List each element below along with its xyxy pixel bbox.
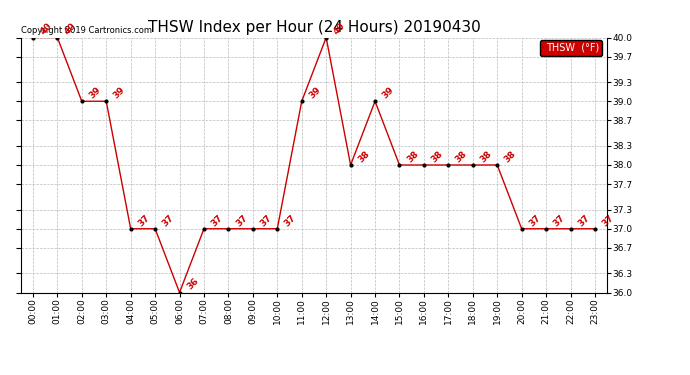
Text: 38: 38	[356, 149, 371, 164]
Text: 37: 37	[600, 213, 616, 228]
Text: 39: 39	[381, 85, 396, 100]
Text: 37: 37	[552, 213, 567, 228]
Text: 39: 39	[112, 85, 127, 100]
Text: 40: 40	[39, 21, 54, 37]
Text: 37: 37	[234, 213, 249, 228]
Text: 37: 37	[210, 213, 225, 228]
Text: 37: 37	[136, 213, 152, 228]
Text: 38: 38	[405, 149, 420, 164]
Text: 36: 36	[185, 276, 200, 292]
Text: 37: 37	[527, 213, 542, 228]
Title: THSW Index per Hour (24 Hours) 20190430: THSW Index per Hour (24 Hours) 20190430	[148, 20, 480, 35]
Legend: THSW  (°F): THSW (°F)	[540, 40, 602, 56]
Text: 38: 38	[478, 149, 493, 164]
Text: 40: 40	[63, 21, 78, 37]
Text: 40: 40	[332, 21, 347, 37]
Text: 38: 38	[454, 149, 469, 164]
Text: 37: 37	[161, 213, 176, 228]
Text: 38: 38	[503, 149, 518, 164]
Text: 39: 39	[307, 85, 323, 100]
Text: 37: 37	[259, 213, 274, 228]
Text: 39: 39	[88, 85, 103, 100]
Text: 37: 37	[576, 213, 591, 228]
Text: Copyright 2019 Cartronics.com: Copyright 2019 Cartronics.com	[21, 26, 152, 35]
Text: 37: 37	[283, 213, 298, 228]
Text: 38: 38	[429, 149, 444, 164]
